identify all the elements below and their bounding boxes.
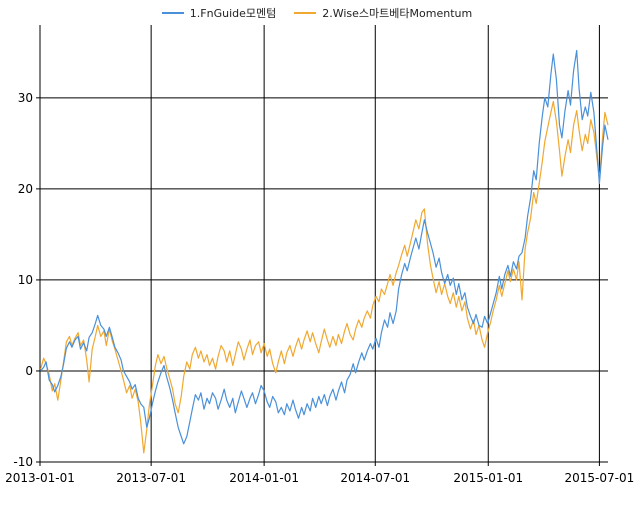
x-tick-label: 2014-01-01 [229,471,299,485]
series-line-1 [40,49,609,445]
y-tick-label: 0 [25,364,33,378]
x-tick-label: 2015-07-01 [565,471,634,485]
x-tick-label: 2014-07-01 [340,471,410,485]
legend-label-series-2: 2.Wise스마트베타Momentum [322,7,473,20]
y-tick-label: 20 [18,182,33,196]
series-line-2 [40,100,609,454]
legend-swatch-series-1 [161,12,184,14]
y-tick-label: -10 [13,455,33,469]
x-tick-label: 2013-07-01 [116,471,186,485]
x-tick-label: 2015-01-01 [453,471,523,485]
legend: 1.FnGuide모멘텀 2.Wise스마트베타Momentum [0,4,634,22]
y-tick-label: 10 [18,273,33,287]
legend-item-series-2[interactable]: 2.Wise스마트베타Momentum [294,5,472,21]
legend-item-series-1[interactable]: 1.FnGuide모멘텀 [161,5,277,21]
y-tick-label: 30 [18,91,33,105]
legend-swatch-series-2 [294,12,317,14]
legend-label-series-1: 1.FnGuide모멘텀 [189,7,277,20]
x-tick-label: 2013-01-01 [5,471,75,485]
